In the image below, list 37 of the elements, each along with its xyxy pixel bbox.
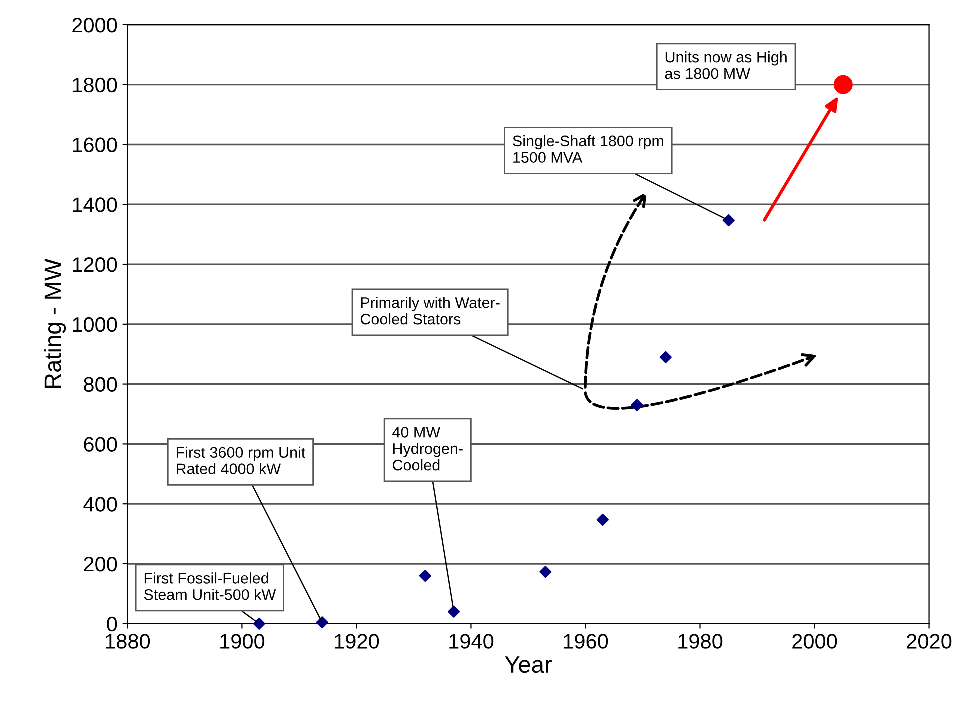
point [448,606,460,618]
annotation: Units now as High as 1800 MW [665,52,787,80]
y-tick-label: 800 [84,377,118,392]
point [631,399,644,412]
point [419,570,432,582]
x-tick-label: 1920 [335,634,380,649]
point [834,75,853,94]
y-tick-label: 1800 [73,78,118,93]
y-tick-label: 600 [84,437,118,452]
point [722,214,735,227]
x-tick-label: 1880 [106,634,150,649]
x-tick-label: 1900 [220,634,265,649]
x-tick-label: 1960 [564,634,608,649]
x-tick-label: 1980 [678,634,723,649]
annotation: 40 MW Hydrogen- Cooled [392,427,463,471]
y-tick-label: 1600 [73,138,118,152]
y-axis-title: Rating - MW [44,258,66,388]
y-tick-label: 0 [107,616,118,632]
point [596,514,609,526]
x-axis-title: Year [505,656,552,674]
y-tick-label: 400 [84,497,118,512]
y-tick-label: 1400 [73,198,118,212]
point [660,351,672,364]
point [316,616,328,629]
annotation: First Fossil-Fueled Steam Unit-500 kW [144,572,276,600]
annotation: First 3600 rpm Unit Rated 4000 kW [177,446,306,474]
y-tick-label: 1000 [73,317,118,332]
y-tick-label: 1200 [73,258,118,272]
x-tick-label: 1940 [450,634,494,649]
annotation: Primarily with Water- Cooled Stators [360,297,500,325]
y-tick-label: 200 [84,556,118,572]
x-tick-label: 2020 [907,634,952,649]
point [540,566,552,578]
y-tick-label: 2000 [72,18,118,33]
annotation: Single-Shaft 1800 rpm 1500 MVA [513,135,664,164]
x-tick-label: 2000 [792,634,838,649]
point [253,618,266,630]
